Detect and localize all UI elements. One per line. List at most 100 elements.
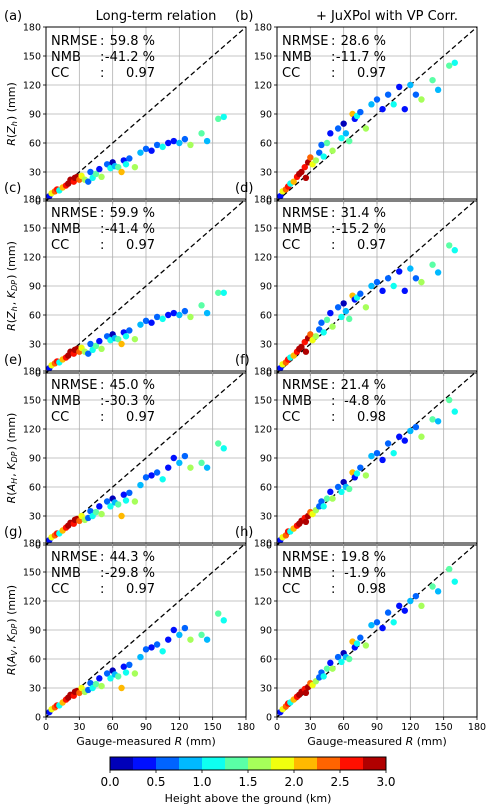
- data-point: [85, 178, 92, 185]
- stat-label: NMB: [51, 394, 81, 409]
- y-tick-label: 180: [23, 23, 41, 34]
- stat-colon: :: [331, 394, 335, 409]
- data-point: [187, 636, 194, 643]
- data-point: [87, 507, 94, 515]
- data-point: [76, 517, 83, 525]
- data-point: [96, 165, 103, 173]
- stat-label: NRMSE: [282, 206, 328, 221]
- data-point: [107, 503, 114, 510]
- y-axis-label: R(AH , KDP ) (mm): [5, 413, 19, 504]
- stat-value: 21.4 %: [341, 378, 386, 393]
- y-label-subscript: DP: [10, 280, 19, 291]
- x-label-text: Gauge-measured: [307, 735, 405, 748]
- data-point: [346, 655, 353, 663]
- y-tick-label: 0: [35, 369, 41, 380]
- colorbar-segment: [225, 757, 249, 770]
- stat-label: NRMSE: [282, 34, 328, 49]
- stat-colon: :: [331, 34, 335, 49]
- y-tick-label: 30: [260, 168, 272, 179]
- data-point: [346, 315, 353, 323]
- y-label-symbol: A: [5, 484, 18, 493]
- data-point: [334, 125, 342, 132]
- data-point: [446, 62, 453, 69]
- stat-value: 19.8 %: [341, 550, 386, 565]
- colorbar-tick-label: 1.0: [192, 775, 211, 789]
- data-point: [103, 498, 111, 505]
- data-point: [407, 427, 414, 435]
- data-point: [373, 619, 381, 626]
- colorbar-segment: [363, 757, 387, 770]
- y-tick-label: 90: [29, 282, 41, 293]
- data-point: [302, 689, 310, 697]
- y-tick-label: 120: [254, 425, 272, 436]
- stat-colon: :: [100, 238, 104, 253]
- y-tick-label: 180: [254, 195, 272, 206]
- panel-tag: (h): [235, 525, 253, 540]
- stat-colon: :: [100, 66, 104, 81]
- data-point: [362, 304, 370, 311]
- y-tick-label: 120: [23, 425, 41, 436]
- data-point: [165, 139, 172, 147]
- stat-colon: :: [331, 582, 335, 597]
- data-point: [379, 287, 386, 295]
- stat-label: NRMSE: [282, 550, 328, 565]
- y-label-symbol: K: [5, 290, 18, 298]
- data-point: [346, 485, 353, 493]
- data-point: [390, 101, 397, 108]
- data-point: [220, 617, 227, 624]
- y-label-paren: (: [5, 134, 18, 138]
- data-point: [198, 459, 205, 467]
- data-point: [215, 115, 222, 123]
- data-point: [362, 642, 370, 649]
- y-tick-label: 180: [23, 539, 41, 550]
- data-point: [159, 315, 166, 323]
- y-label-subscript: DP: [10, 451, 19, 462]
- y-tick-label: 0: [266, 541, 272, 552]
- data-point: [429, 416, 436, 423]
- stat-colon: :: [331, 50, 335, 65]
- stat-value: -30.3 %: [105, 394, 155, 409]
- data-point: [412, 91, 420, 98]
- y-tick-label: 150: [23, 396, 41, 407]
- data-point: [203, 137, 211, 145]
- x-tick-label: 60: [107, 722, 119, 733]
- data-point: [118, 512, 125, 520]
- data-point: [118, 168, 125, 176]
- data-point: [396, 83, 403, 91]
- data-point: [301, 163, 308, 171]
- x-tick-label: 90: [371, 722, 383, 733]
- stat-value: 59.9 %: [110, 206, 155, 221]
- y-tick-label: 30: [29, 684, 41, 695]
- data-point: [96, 503, 103, 510]
- y-tick-label: 150: [254, 52, 272, 63]
- data-point: [142, 474, 150, 481]
- panel-h: 00303060609090120120150150180180(h)NRMSE…: [235, 525, 486, 733]
- one-to-one-line: [276, 26, 478, 202]
- data-point: [334, 653, 342, 661]
- y-label-units: ) (mm): [5, 82, 18, 120]
- data-point: [323, 139, 331, 147]
- stat-value: 0.98: [357, 582, 386, 597]
- stat-colon: :: [331, 410, 335, 425]
- data-point: [418, 602, 425, 610]
- panel-tag: (b): [235, 9, 253, 24]
- data-point: [329, 323, 336, 330]
- data-point: [451, 59, 458, 66]
- data-point: [187, 313, 194, 321]
- stat-value: -4.8 %: [344, 394, 386, 409]
- x-label-var: R: [406, 735, 414, 748]
- data-point: [329, 665, 336, 672]
- data-point: [338, 134, 345, 142]
- y-tick-label: 30: [29, 340, 41, 351]
- stat-label: CC: [51, 582, 69, 597]
- y-tick-label: 180: [23, 195, 41, 206]
- data-point: [307, 154, 314, 161]
- data-point: [142, 317, 150, 324]
- data-point: [165, 311, 172, 319]
- data-point: [153, 313, 161, 321]
- data-point: [98, 510, 105, 518]
- data-point: [118, 684, 125, 692]
- data-point: [407, 597, 414, 605]
- y-tick-label: 60: [260, 139, 272, 150]
